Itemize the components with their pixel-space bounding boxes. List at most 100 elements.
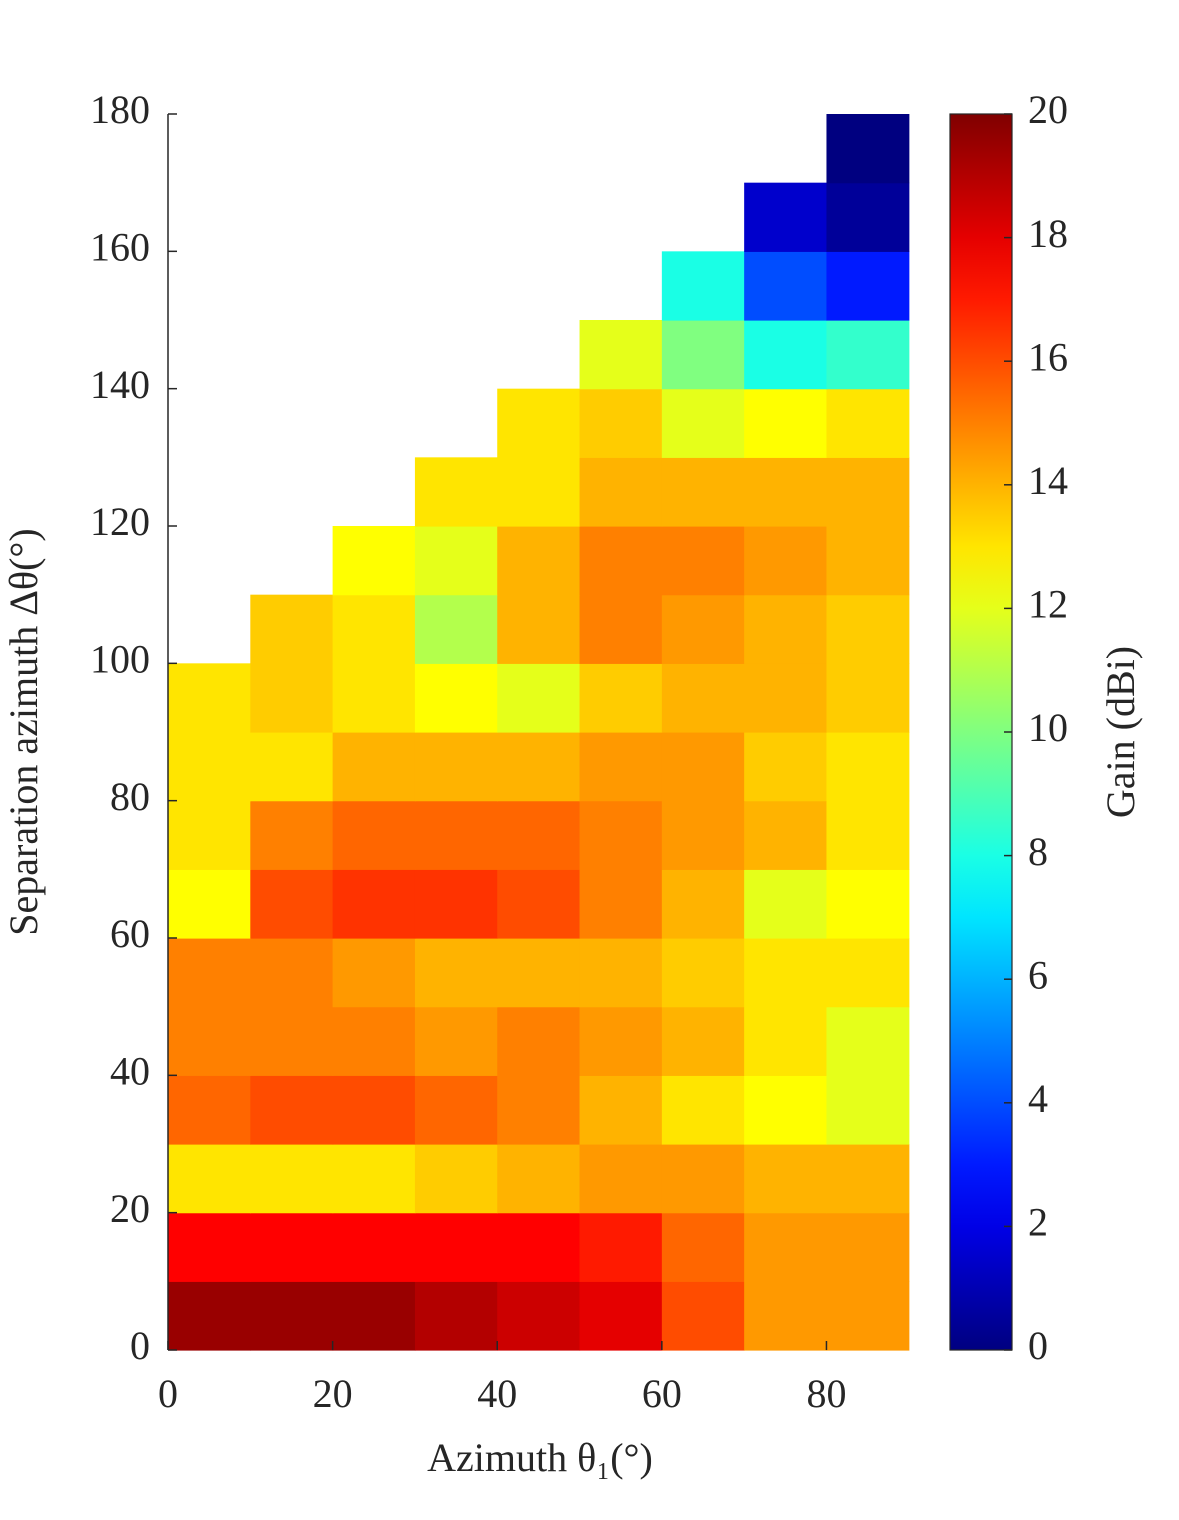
heatmap-cell [826, 114, 910, 184]
heatmap-cell [332, 663, 416, 733]
colorbar-tick-label: 20 [1028, 87, 1068, 132]
y-tick-label: 20 [110, 1186, 150, 1231]
x-tick-label: 0 [158, 1371, 178, 1416]
heatmap-cell [826, 251, 910, 321]
heatmap-cell [579, 1144, 663, 1214]
heatmap-cell [414, 594, 498, 664]
heatmap-cell [661, 1075, 745, 1145]
heatmap-cell [826, 388, 910, 458]
x-axis-label: Azimuth θ₁(°) [427, 1435, 653, 1480]
heatmap-cell [168, 1006, 251, 1076]
heatmap-cell [826, 800, 910, 870]
heatmap-cell [826, 526, 910, 596]
heatmap-cell [661, 251, 745, 321]
heatmap-cell [744, 1075, 828, 1145]
heatmap-cell [579, 526, 663, 596]
heatmap-cell [332, 1006, 416, 1076]
x-tick-label: 20 [313, 1371, 353, 1416]
heatmap-cell [826, 1281, 910, 1351]
heatmap-cell [250, 1212, 334, 1282]
heatmap-cell [414, 1212, 498, 1282]
heatmap-cell [579, 594, 663, 664]
heatmap-cell [826, 869, 910, 939]
heatmap-cell [579, 457, 663, 527]
heatmap-cell [579, 938, 663, 1008]
heatmap-cell [414, 869, 498, 939]
heatmap-cell [497, 1212, 581, 1282]
heatmap-cell [579, 800, 663, 870]
heatmap-cell [744, 182, 828, 252]
heatmap-cell [414, 663, 498, 733]
heatmap-cell [826, 1144, 910, 1214]
heatmap-cell [250, 1006, 334, 1076]
heatmap-cell [661, 1212, 745, 1282]
heatmap-cell [250, 869, 334, 939]
y-tick-label: 160 [90, 225, 150, 270]
heatmap-cell [826, 182, 910, 252]
heatmap-cell [826, 1075, 910, 1145]
heatmap-cell [250, 1144, 334, 1214]
heatmap-cell [414, 938, 498, 1008]
heatmap-cell [414, 526, 498, 596]
heatmap-cell [168, 1075, 251, 1145]
colorbar-tick-label: 16 [1028, 334, 1068, 379]
heatmap-cell [332, 1075, 416, 1145]
heatmap-cell [497, 388, 581, 458]
heatmap-cell [744, 388, 828, 458]
heatmap-cell [332, 1212, 416, 1282]
colorbar-tick-label: 0 [1028, 1323, 1048, 1368]
y-tick-label: 40 [110, 1049, 150, 1094]
heatmap-cell [497, 457, 581, 527]
heatmap-cell [168, 1281, 251, 1351]
heatmap-cell [826, 320, 910, 390]
colorbar-tick-label: 2 [1028, 1200, 1048, 1245]
y-tick-label: 0 [130, 1323, 150, 1368]
heatmap-cell [250, 732, 334, 802]
colorbar-tick-label: 18 [1028, 211, 1068, 256]
heatmap-cell [168, 869, 251, 939]
heatmap-cell [661, 594, 745, 664]
heatmap-cell [744, 320, 828, 390]
heatmap-cell [579, 1212, 663, 1282]
heatmap-cell [661, 457, 745, 527]
heatmap-cell [497, 732, 581, 802]
heatmap-cell [497, 1144, 581, 1214]
heatmap-cell [250, 594, 334, 664]
heatmap-cell [661, 526, 745, 596]
heatmap-cell [414, 1075, 498, 1145]
heatmap-cell [826, 457, 910, 527]
heatmap-cell [497, 1281, 581, 1351]
heatmap-cell [497, 594, 581, 664]
heatmap-cell [744, 457, 828, 527]
heatmap-cell [661, 938, 745, 1008]
heatmap-cell [661, 388, 745, 458]
heatmap-cell [414, 1006, 498, 1076]
heatmap-cell [250, 800, 334, 870]
heatmap-cell [168, 800, 251, 870]
heatmap-cell [826, 663, 910, 733]
y-tick-label: 120 [90, 499, 150, 544]
heatmap-cell [579, 732, 663, 802]
heatmap-cell [414, 732, 498, 802]
heatmap-cell [414, 800, 498, 870]
heatmap-cell [579, 1006, 663, 1076]
heatmap-cell [579, 1281, 663, 1351]
heatmap-cell [661, 800, 745, 870]
y-tick-label: 80 [110, 774, 150, 819]
heatmap-cell [661, 320, 745, 390]
x-tick-label: 60 [642, 1371, 682, 1416]
heatmap-cell [744, 869, 828, 939]
colorbar-tick-label: 8 [1028, 829, 1048, 874]
heatmap-cell [744, 1281, 828, 1351]
heatmap-cell [168, 1144, 251, 1214]
heatmap-cell [661, 1281, 745, 1351]
heatmap-cell [744, 594, 828, 664]
heatmap-cell [826, 732, 910, 802]
heatmap-cell [579, 320, 663, 390]
heatmap-cell [744, 938, 828, 1008]
heatmap-cell [744, 1144, 828, 1214]
y-tick-label: 60 [110, 911, 150, 956]
heatmap-cell [744, 1212, 828, 1282]
